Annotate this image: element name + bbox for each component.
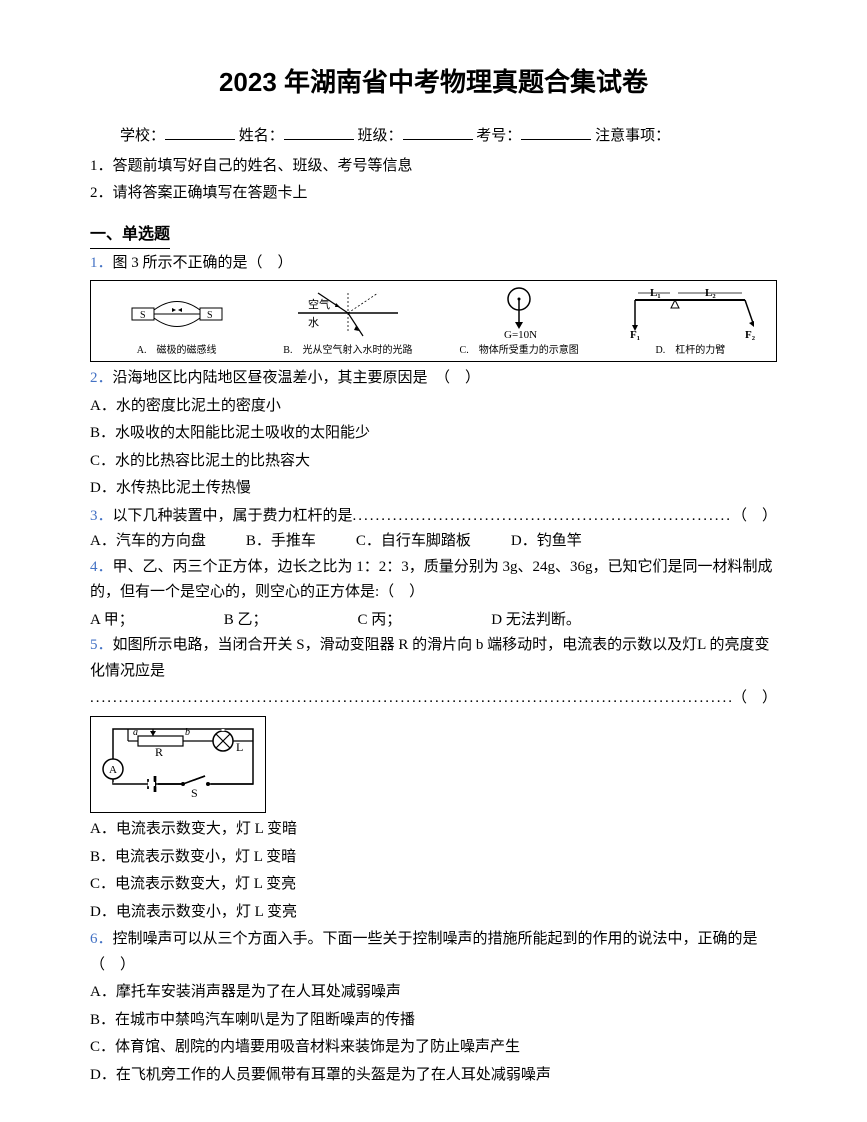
terminal-b-label: b xyxy=(185,727,190,738)
q5-opt-b: B．电流表示数变小，灯 L 变暗 xyxy=(90,845,777,871)
gravity-label: G=10N xyxy=(504,329,537,340)
q3-opt-a: A．汽车的方向盘 xyxy=(90,529,206,555)
class-blank xyxy=(403,125,473,140)
q3-text: 以下几种装置中，属于费力杠杆的是 xyxy=(113,508,353,524)
q1-fig-d: L₁ L₂ F₁ F₂ D. 杠杆的力臂 xyxy=(605,281,776,361)
q5-paren: （ ） xyxy=(732,686,777,712)
q1-fig-b: 空气 水 B. 光从空气射入水时的光路 xyxy=(262,281,433,361)
q2-text: 沿海地区比内陆地区昼夜温差小，其主要原因是 （ ） xyxy=(113,370,481,386)
notice-2: 2．请将答案正确填写在答题卡上 xyxy=(90,181,777,207)
q2-opt-a: A．水的密度比泥土的密度小 xyxy=(90,394,777,420)
q5-dots: ........................................… xyxy=(90,686,732,712)
q1-fig-c: G=10N C. 物体所受重力的示意图 xyxy=(434,281,605,361)
q1-fig-b-caption: B. 光从空气射入水时的光路 xyxy=(283,342,412,359)
circuit-icon: A a b R L S xyxy=(93,719,263,801)
q6-opt-a: A．摩托车安装消声器是为了在人耳处减弱噪声 xyxy=(90,980,777,1006)
question-6: 6．控制噪声可以从三个方面入手。下面一些关于控制噪声的措施所能起到的作用的说法中… xyxy=(90,927,777,978)
q1-figure-row: S S A. 磁极的磁感线 空气 水 xyxy=(90,280,777,362)
q3-dots: ........................................… xyxy=(353,504,732,530)
switch-label: S xyxy=(191,786,198,800)
rheostat-label: R xyxy=(155,745,163,759)
q5-opt-c: C．电流表示数变大，灯 L 变亮 xyxy=(90,872,777,898)
q5-text: 如图所示电路，当闭合开关 S，滑动变阻器 R 的滑片向 b 端移动时，电流表的示… xyxy=(90,637,769,679)
q5-line2: ........................................… xyxy=(90,686,777,712)
q1-fig-a-caption: A. 磁极的磁感线 xyxy=(137,342,217,359)
notice-label: 注意事项： xyxy=(595,128,670,144)
name-blank xyxy=(284,125,354,140)
q1-fig-a: S S A. 磁极的磁感线 xyxy=(91,281,262,361)
q1-text: 图 3 所示不正确的是（ ） xyxy=(113,255,293,271)
id-label: 考号： xyxy=(476,128,521,144)
q4-number: 4． xyxy=(90,559,113,575)
q2-opt-d: D．水传热比泥土传热慢 xyxy=(90,476,777,502)
q6-opt-c: C．体育馆、剧院的内墙要用吸音材料来装饰是为了防止噪声产生 xyxy=(90,1035,777,1061)
q3-opt-b: B．手推车 xyxy=(246,529,316,555)
q4-opt-d: D 无法判断。 xyxy=(491,608,581,634)
section-1-header: 一、单选题 xyxy=(90,209,777,251)
q2-opt-c: C．水的比热容比泥土的比热容大 xyxy=(90,449,777,475)
q4-opt-a: A 甲； xyxy=(90,608,134,634)
q4-text: 甲、乙、丙三个正方体，边长之比为 1：2：3，质量分别为 3g、24g、36g，… xyxy=(90,559,773,601)
air-label: 空气 xyxy=(308,297,330,311)
q3-number: 3． xyxy=(90,508,113,524)
question-2: 2．沿海地区比内陆地区昼夜温差小，其主要原因是 （ ） xyxy=(90,366,777,392)
light-refraction-icon: 空气 水 xyxy=(288,288,408,338)
f1-label: F₁ xyxy=(630,329,640,340)
q5-opt-d: D．电流表示数变小，灯 L 变亮 xyxy=(90,900,777,926)
q1-number: 1． xyxy=(90,255,113,271)
school-label: 学校： xyxy=(120,128,165,144)
question-3: 3．以下几种装置中，属于费力杠杆的是 .....................… xyxy=(90,504,777,530)
svg-text:S: S xyxy=(207,310,213,321)
id-blank xyxy=(521,125,591,140)
q4-opt-b: B 乙； xyxy=(224,608,268,634)
student-info-line: 学校： 姓名： 班级： 考号： 注意事项： xyxy=(90,124,777,150)
q3-opt-d: D．钓鱼竿 xyxy=(511,529,582,555)
q6-opt-d: D．在飞机旁工作的人员要佩带有耳罩的头盔是为了在人耳处减弱噪声 xyxy=(90,1063,777,1089)
q6-text: 控制噪声可以从三个方面入手。下面一些关于控制噪声的措施所能起到的作用的说法中，正… xyxy=(90,931,758,973)
question-4: 4．甲、乙、丙三个正方体，边长之比为 1：2：3，质量分别为 3g、24g、36… xyxy=(90,555,777,606)
q5-circuit-diagram: A a b R L S xyxy=(90,716,266,814)
gravity-diagram-icon: G=10N xyxy=(479,285,559,340)
q1-fig-c-caption: C. 物体所受重力的示意图 xyxy=(460,342,579,359)
f2-label: F₂ xyxy=(745,329,756,340)
lamp-label: L xyxy=(236,740,243,754)
q6-opt-b: B．在城市中禁鸣汽车喇叭是为了阻断噪声的传播 xyxy=(90,1008,777,1034)
magnet-field-icon: S S xyxy=(127,288,227,338)
school-blank xyxy=(165,125,235,140)
q6-number: 6． xyxy=(90,931,113,947)
q2-opt-b: B．水吸收的太阳能比泥土吸收的太阳能少 xyxy=(90,421,777,447)
q4-options: A 甲； B 乙； C 丙； D 无法判断。 xyxy=(90,608,777,634)
q5-number: 5． xyxy=(90,637,113,653)
q3-opt-c: C．自行车脚踏板 xyxy=(356,529,471,555)
q5-opt-a: A．电流表示数变大，灯 L 变暗 xyxy=(90,817,777,843)
q1-fig-d-caption: D. 杠杆的力臂 xyxy=(656,342,726,359)
lever-arm-icon: L₁ L₂ F₁ F₂ xyxy=(620,285,760,340)
class-label: 班级： xyxy=(358,128,403,144)
q4-opt-c: C 丙； xyxy=(358,608,402,634)
name-label: 姓名： xyxy=(239,128,284,144)
q2-number: 2． xyxy=(90,370,113,386)
terminal-a-label: a xyxy=(133,727,138,738)
question-1: 1．图 3 所示不正确的是（ ） xyxy=(90,251,777,277)
q3-options: A．汽车的方向盘 B．手推车 C．自行车脚踏板 D．钓鱼竿 xyxy=(90,529,777,555)
svg-text:S: S xyxy=(140,310,146,321)
page-title: 2023 年湖南省中考物理真题合集试卷 xyxy=(90,60,777,104)
section-1-label: 一、单选题 xyxy=(90,221,170,249)
notice-1: 1．答题前填写好自己的姓名、班级、考号等信息 xyxy=(90,154,777,180)
water-label: 水 xyxy=(308,316,319,329)
ammeter-label: A xyxy=(109,764,117,776)
q3-paren: （ ） xyxy=(732,504,777,530)
question-5: 5．如图所示电路，当闭合开关 S，滑动变阻器 R 的滑片向 b 端移动时，电流表… xyxy=(90,633,777,684)
